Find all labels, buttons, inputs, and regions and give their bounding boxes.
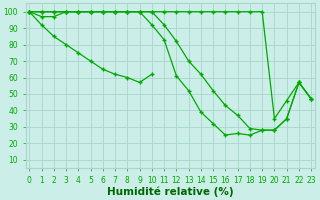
X-axis label: Humidité relative (%): Humidité relative (%) <box>107 186 234 197</box>
